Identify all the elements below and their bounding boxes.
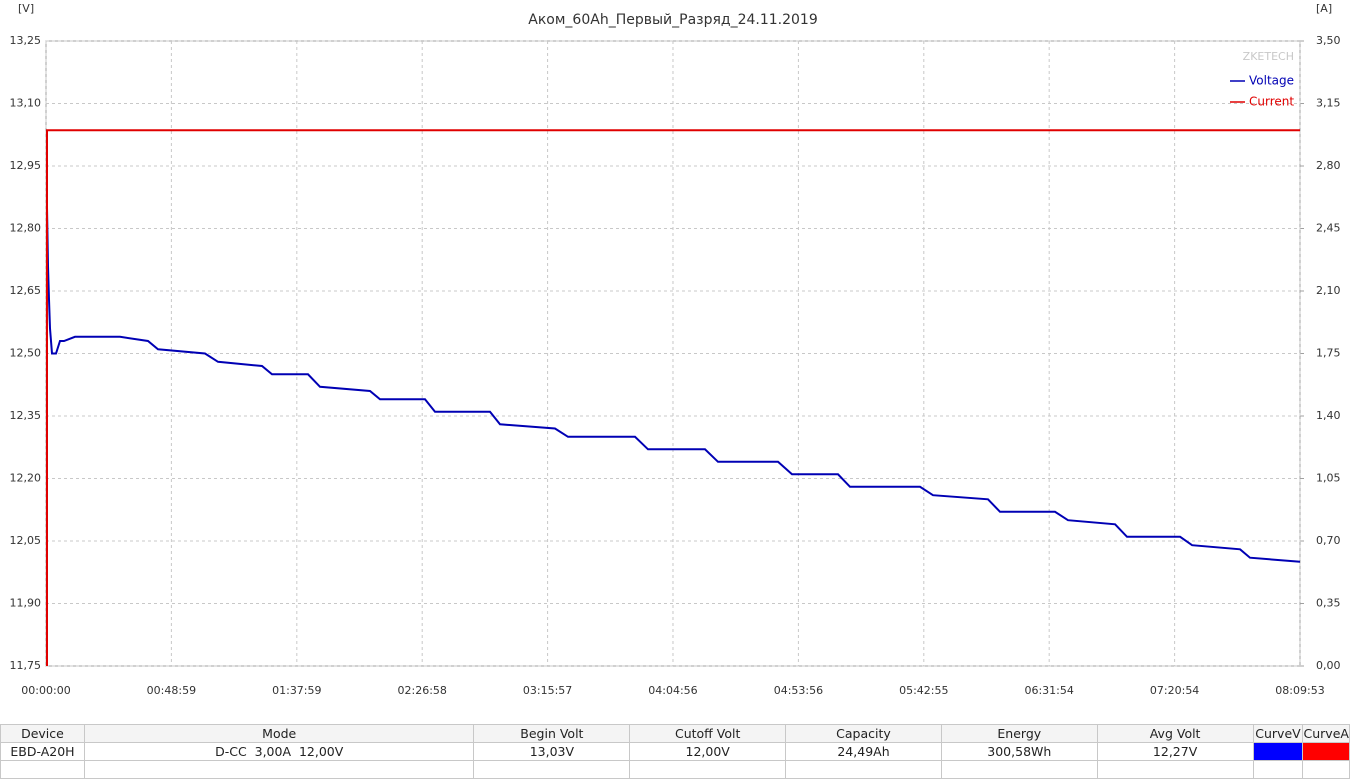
table-cell xyxy=(785,760,942,779)
x-tick-label: 05:42:55 xyxy=(899,684,948,697)
curve-swatch xyxy=(1252,742,1304,761)
x-tick-label: 00:48:59 xyxy=(147,684,196,697)
y2-tick-label: 0,35 xyxy=(1316,597,1341,610)
summary-table: Device Mode Begin Volt Cutoff Volt Capacity E… xyxy=(0,724,1350,779)
column-header: Device xyxy=(0,724,85,743)
y2-tick-label: 3,50 xyxy=(1316,34,1341,47)
x-tick-label: 00:00:00 xyxy=(21,684,70,697)
table-cell: D-CC 3,00A 12,00V xyxy=(83,742,475,761)
y-tick-label: 12,80 xyxy=(10,222,42,235)
table-cell xyxy=(1302,760,1350,779)
x-tick-label: 08:09:53 xyxy=(1275,684,1324,697)
table-cell: 24,49Ah xyxy=(785,742,942,761)
y-tick-label: 11,75 xyxy=(10,659,42,672)
curve-swatch xyxy=(1302,742,1350,761)
watermark: ZKETECH xyxy=(1243,50,1294,63)
x-tick-label: 01:37:59 xyxy=(272,684,321,697)
y2-tick-label: 2,10 xyxy=(1316,284,1341,297)
legend-label: Voltage xyxy=(1249,74,1294,88)
y-tick-label: 12,05 xyxy=(10,534,42,547)
chart: Аком_60Ah_Первый_Разряд_24.11.2019 [V] [… xyxy=(10,2,1341,697)
chart-title: Аком_60Ah_Первый_Разряд_24.11.2019 xyxy=(528,12,817,28)
data-row: EBD-A20H D-CC 3,00A 12,00V 13,03V 12,00V 24,… xyxy=(0,742,1350,761)
x-tick-label: 02:26:58 xyxy=(398,684,447,697)
y2-tick-label: 2,80 xyxy=(1316,159,1341,172)
column-header: CurveV xyxy=(1252,724,1304,743)
header-row: Device Mode Begin Volt Cutoff Volt Capacity E… xyxy=(0,724,1350,743)
x-tick-label: 04:04:56 xyxy=(648,684,697,697)
table-cell: 13,03V xyxy=(473,742,631,761)
table-cell xyxy=(0,760,85,779)
x-tick-label: 07:20:54 xyxy=(1150,684,1199,697)
series-line xyxy=(46,207,1301,563)
y-tick-label: 11,90 xyxy=(10,597,42,610)
y2-tick-label: 1,05 xyxy=(1316,472,1341,485)
table-cell: 12,27V xyxy=(1096,742,1254,761)
column-header: Mode xyxy=(83,724,475,743)
legend-label: Current xyxy=(1249,95,1294,109)
table-cell xyxy=(1096,760,1254,779)
column-header: Cutoff Volt xyxy=(629,724,787,743)
y2-unit: [A] xyxy=(1316,2,1332,15)
column-header: CurveA xyxy=(1302,724,1350,743)
y-tick-label: 13,10 xyxy=(10,97,42,110)
y-tick-label: 12,20 xyxy=(10,472,42,485)
table-cell: 300,58Wh xyxy=(940,742,1098,761)
table-cell xyxy=(83,760,475,779)
x-tick-label: 06:31:54 xyxy=(1024,684,1073,697)
series-line xyxy=(46,129,1300,666)
y2-tick-label: 2,45 xyxy=(1316,222,1341,235)
table-cell: 12,00V xyxy=(629,742,787,761)
column-header: Energy xyxy=(940,724,1098,743)
y2-tick-label: 1,75 xyxy=(1316,347,1341,360)
y2-tick-label: 0,00 xyxy=(1316,659,1341,672)
y-tick-label: 13,25 xyxy=(10,34,42,47)
y2-tick-label: 3,15 xyxy=(1316,97,1341,110)
table-cell xyxy=(473,760,631,779)
table-cell xyxy=(1252,760,1304,779)
column-header: Begin Volt xyxy=(473,724,631,743)
table-cell: EBD-A20H xyxy=(0,742,85,761)
y2-tick-label: 1,40 xyxy=(1316,409,1341,422)
table-cell xyxy=(629,760,787,779)
y-tick-label: 12,95 xyxy=(10,159,42,172)
empty-row xyxy=(0,760,1350,779)
column-header: Capacity xyxy=(785,724,942,743)
y-tick-label: 12,50 xyxy=(10,347,42,360)
y-unit: [V] xyxy=(18,2,34,15)
y2-tick-label: 0,70 xyxy=(1316,534,1341,547)
column-header: Avg Volt xyxy=(1096,724,1254,743)
y-tick-label: 12,35 xyxy=(10,409,42,422)
y-tick-label: 12,65 xyxy=(10,284,42,297)
table-cell xyxy=(940,760,1098,779)
x-tick-label: 03:15:57 xyxy=(523,684,572,697)
x-tick-label: 04:53:56 xyxy=(774,684,823,697)
